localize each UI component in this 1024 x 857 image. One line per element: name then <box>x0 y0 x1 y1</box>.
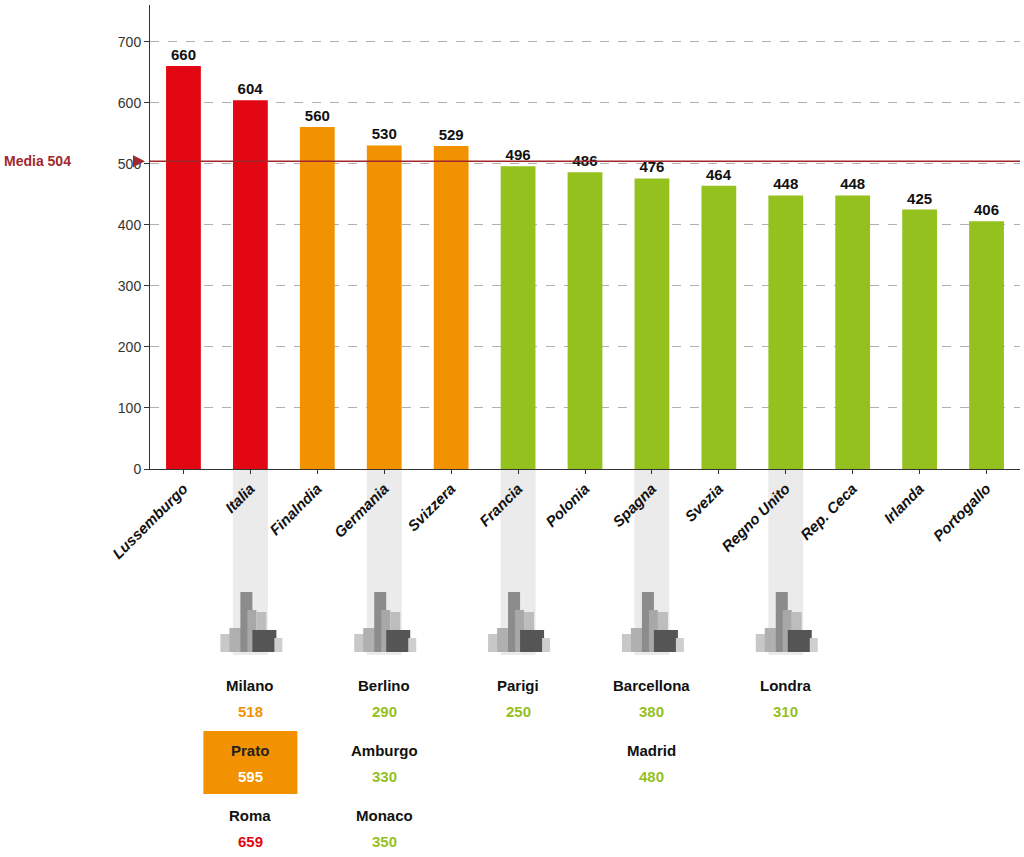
svg-text:Monaco: Monaco <box>356 807 413 824</box>
svg-text:Amburgo: Amburgo <box>351 742 418 759</box>
svg-text:Polonia: Polonia <box>542 480 592 530</box>
svg-text:380: 380 <box>639 703 664 720</box>
svg-text:496: 496 <box>506 146 531 163</box>
svg-text:Media 504: Media 504 <box>4 153 71 169</box>
svg-text:Irlanda: Irlanda <box>880 480 927 527</box>
svg-text:600: 600 <box>118 95 142 111</box>
svg-text:0: 0 <box>133 461 141 477</box>
svg-text:350: 350 <box>372 833 397 850</box>
svg-text:560: 560 <box>305 107 330 124</box>
svg-text:425: 425 <box>907 190 932 207</box>
svg-text:Londra: Londra <box>760 677 811 694</box>
svg-text:Berlino: Berlino <box>358 677 410 694</box>
svg-text:700: 700 <box>118 34 142 50</box>
svg-text:448: 448 <box>773 175 798 192</box>
svg-text:518: 518 <box>238 703 263 720</box>
svg-text:Germania: Germania <box>331 480 392 541</box>
svg-text:480: 480 <box>639 768 664 785</box>
svg-text:400: 400 <box>118 217 142 233</box>
svg-text:448: 448 <box>840 175 865 192</box>
svg-text:310: 310 <box>773 703 798 720</box>
svg-text:Portogallo: Portogallo <box>929 480 993 544</box>
svg-text:Svezia: Svezia <box>681 480 726 525</box>
svg-text:Milano: Milano <box>226 677 274 694</box>
svg-text:500: 500 <box>118 156 142 172</box>
svg-text:Madrid: Madrid <box>627 742 676 759</box>
svg-text:Lussemburgo: Lussemburgo <box>109 480 191 562</box>
svg-text:529: 529 <box>439 126 464 143</box>
svg-text:Barcellona: Barcellona <box>613 677 690 694</box>
svg-text:Italia: Italia <box>222 480 258 516</box>
svg-text:Svizzera: Svizzera <box>404 480 458 534</box>
svg-text:476: 476 <box>639 158 664 175</box>
svg-text:Roma: Roma <box>229 807 271 824</box>
svg-text:Francia: Francia <box>476 480 526 530</box>
svg-text:486: 486 <box>572 152 597 169</box>
svg-text:Finalndia: Finalndia <box>266 480 325 539</box>
svg-text:604: 604 <box>238 80 264 97</box>
svg-text:290: 290 <box>372 703 397 720</box>
svg-text:Parigi: Parigi <box>497 677 539 694</box>
svg-text:659: 659 <box>238 833 263 850</box>
svg-text:406: 406 <box>974 201 999 218</box>
svg-text:250: 250 <box>506 703 531 720</box>
svg-text:Rep. Ceca: Rep. Ceca <box>797 480 860 543</box>
svg-text:595: 595 <box>238 768 263 785</box>
svg-text:330: 330 <box>372 768 397 785</box>
svg-text:660: 660 <box>171 46 196 63</box>
svg-text:Spagna: Spagna <box>609 480 659 530</box>
svg-text:300: 300 <box>118 278 142 294</box>
svg-text:530: 530 <box>372 125 397 142</box>
svg-text:464: 464 <box>706 166 732 183</box>
svg-text:Regno Unito: Regno Unito <box>718 480 793 555</box>
svg-text:Prato: Prato <box>231 742 269 759</box>
svg-text:200: 200 <box>118 339 142 355</box>
svg-text:100: 100 <box>118 400 142 416</box>
